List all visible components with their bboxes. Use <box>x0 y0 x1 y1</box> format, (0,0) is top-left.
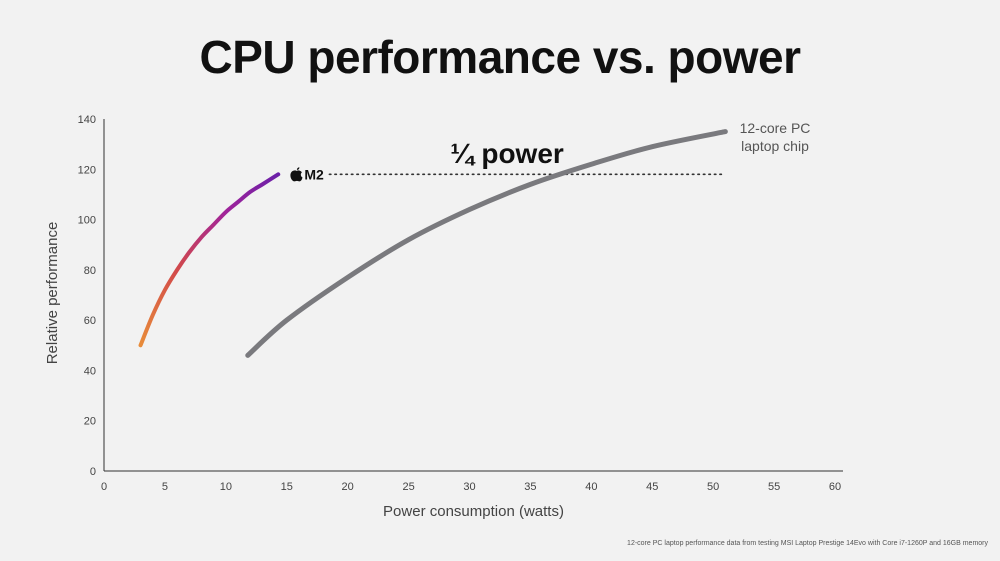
y-tick-label: 40 <box>84 365 96 377</box>
pc-laptop-chip-line <box>245 129 728 358</box>
series-lines <box>138 129 728 358</box>
pc-series-label-line1: 12-core PC <box>740 120 811 136</box>
x-tick-label: 50 <box>707 481 719 493</box>
y-tick-label: 100 <box>78 215 96 227</box>
chart-title: CPU performance vs. power <box>199 31 801 83</box>
y-tick-label: 120 <box>78 164 96 176</box>
x-axis-label: Power consumption (watts) <box>383 503 564 520</box>
x-tick-label: 25 <box>402 481 414 493</box>
x-tick-label: 5 <box>162 481 168 493</box>
m2-series-label: M2 <box>304 166 324 182</box>
apple-logo-icon <box>290 167 303 182</box>
x-tick-label: 35 <box>524 481 536 493</box>
y-axis-label: Relative performance <box>44 222 61 365</box>
y-tick-label: 60 <box>84 315 96 327</box>
x-tick-label: 55 <box>768 481 780 493</box>
y-tick-label: 20 <box>84 416 96 428</box>
x-tick-label: 30 <box>463 481 475 493</box>
apple-logo-leaf <box>296 167 300 170</box>
annotations: ¼ power M2 12-core PC laptop chip <box>290 120 810 182</box>
footnote: 12-core PC laptop performance data from … <box>627 540 988 547</box>
apple-logo-shape <box>290 170 303 182</box>
x-tick-label: 45 <box>646 481 658 493</box>
y-tick-label: 140 <box>78 114 96 126</box>
ticks: 0 5 10 15 20 25 30 35 40 45 50 55 60 0 20 40 60 80 100 120 1… <box>44 114 841 520</box>
x-tick-label: 40 <box>585 481 597 493</box>
axes <box>103 119 843 472</box>
x-tick-label: 10 <box>220 481 232 493</box>
pc-series-label-line2: laptop chip <box>741 138 809 154</box>
x-tick-label: 15 <box>281 481 293 493</box>
x-tick-label: 20 <box>342 481 354 493</box>
x-tick-label: 60 <box>829 481 841 493</box>
x-tick-label: 0 <box>101 481 107 493</box>
m2-line <box>138 172 281 348</box>
quarter-power-label: ¼ power <box>450 138 564 169</box>
y-tick-label: 0 <box>90 466 96 478</box>
y-tick-label: 80 <box>84 265 96 277</box>
